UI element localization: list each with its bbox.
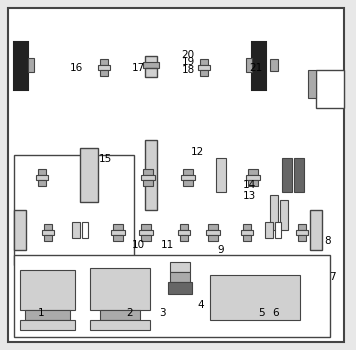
Bar [243,224,251,230]
Bar [216,158,226,192]
Bar [198,65,210,70]
Bar [14,42,28,90]
Bar [248,180,258,186]
Text: 13: 13 [242,191,256,201]
Bar [252,42,266,90]
Bar [145,56,157,65]
Bar [178,230,190,235]
Text: 11: 11 [161,240,174,250]
Bar [206,230,220,235]
Text: 4: 4 [198,300,204,309]
Bar [145,68,157,77]
Bar [168,282,192,294]
Text: 9: 9 [218,245,224,255]
Bar [111,230,125,235]
Text: 15: 15 [98,154,112,164]
Bar [270,59,278,71]
Bar [141,235,151,241]
Bar [208,235,218,241]
Text: 8: 8 [324,237,331,246]
Bar [20,320,75,330]
Text: 1: 1 [38,308,44,318]
Bar [200,70,208,76]
Bar [246,175,260,180]
Bar [282,158,292,192]
Bar [14,255,330,337]
Text: 6: 6 [273,308,279,318]
Bar [38,169,46,175]
Bar [100,70,108,76]
Bar [113,235,123,241]
Bar [25,310,70,320]
Bar [265,222,273,238]
Bar [143,180,153,186]
Bar [20,270,75,310]
Bar [170,262,190,272]
Bar [298,224,306,230]
Bar [36,175,48,180]
Bar [90,268,150,310]
Bar [308,70,316,98]
Bar [275,222,281,238]
Text: 5: 5 [258,308,265,318]
Bar [246,58,252,72]
Bar [310,210,322,250]
Text: 18: 18 [181,65,195,75]
Bar [170,272,190,282]
Bar [200,59,208,65]
Bar [143,62,159,68]
Bar [180,224,188,230]
Bar [316,70,344,108]
Bar [14,210,26,250]
Bar [72,222,80,238]
Text: 19: 19 [181,57,195,67]
Bar [248,169,258,175]
Bar [42,230,54,235]
Bar [38,180,46,186]
Bar [145,140,157,210]
Text: 10: 10 [132,240,145,250]
Text: 3: 3 [159,308,165,318]
Bar [243,235,251,241]
Text: 14: 14 [242,181,256,190]
Bar [183,180,193,186]
Text: 21: 21 [250,63,263,73]
Text: 17: 17 [132,63,146,73]
Text: 12: 12 [191,147,204,157]
Bar [82,222,88,238]
Bar [183,169,193,175]
Bar [280,200,288,230]
Text: 2: 2 [127,308,133,318]
Bar [180,235,188,241]
Bar [100,59,108,65]
Bar [28,58,34,72]
Bar [210,275,300,320]
Text: 16: 16 [70,63,83,73]
Bar [241,230,253,235]
Bar [80,148,98,202]
Bar [98,65,110,70]
Bar [208,224,218,230]
Bar [90,320,150,330]
Bar [44,224,52,230]
Bar [100,310,140,320]
Bar [294,158,304,192]
Bar [141,224,151,230]
Text: 20: 20 [182,50,194,60]
Bar [181,175,195,180]
Bar [270,195,278,230]
Bar [44,235,52,241]
Bar [296,230,308,235]
Bar [139,230,153,235]
Bar [141,175,155,180]
Bar [14,155,134,265]
Bar [143,169,153,175]
Bar [298,235,306,241]
Text: 7: 7 [330,272,336,281]
Bar [113,224,123,230]
